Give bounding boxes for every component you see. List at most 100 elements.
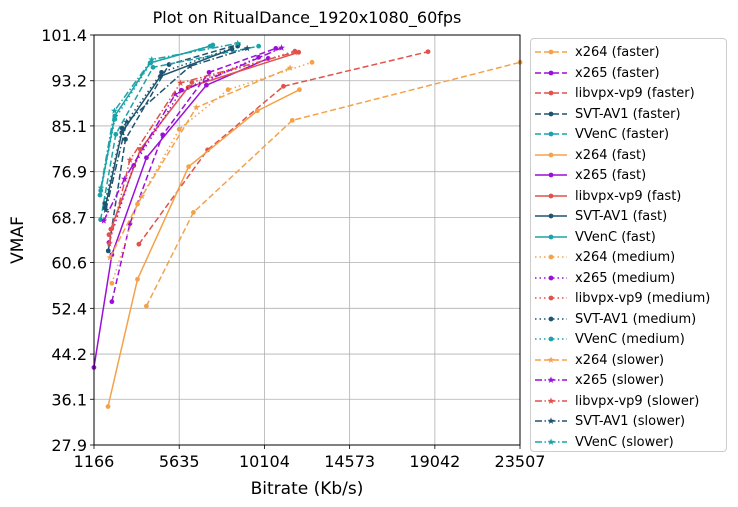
data-point xyxy=(100,217,108,224)
legend-swatch xyxy=(535,131,567,137)
series-vvenc-medium xyxy=(97,42,216,198)
legend-marker xyxy=(548,172,554,178)
legend-marker xyxy=(548,70,554,75)
x-tick-label: 5635 xyxy=(159,452,200,471)
series-libvpx-vp9-slower xyxy=(105,48,299,247)
data-point xyxy=(177,79,184,86)
x-axis-label: Bitrate (Kb/s) xyxy=(251,479,364,499)
series-line xyxy=(110,51,299,230)
data-point xyxy=(225,87,231,93)
legend-marker xyxy=(548,131,554,137)
legend-marker xyxy=(548,336,554,342)
series-libvpx-vp9-faster xyxy=(136,49,431,247)
legend-label: VVenC (fast) xyxy=(575,229,656,245)
data-point xyxy=(97,184,105,191)
legend-item: libvpx-vp9 (slower) xyxy=(531,391,726,411)
legend-swatch xyxy=(535,275,567,280)
legend-label: x264 (fast) xyxy=(575,147,647,163)
legend-swatch xyxy=(535,49,567,55)
series-line xyxy=(105,47,248,211)
legend-marker xyxy=(548,152,554,157)
legend-marker xyxy=(548,111,554,116)
series-svt-av1-fast xyxy=(102,46,235,211)
legend-label: x264 (medium) xyxy=(575,250,676,265)
legend-item: x265 (medium) xyxy=(531,268,726,288)
legend-item: libvpx-vp9 (faster) xyxy=(531,83,726,103)
series-line xyxy=(100,42,238,188)
legend-marker xyxy=(548,275,554,280)
legend-label: x265 (medium) xyxy=(575,270,676,286)
legend-swatch xyxy=(535,111,567,116)
legend-marker xyxy=(548,213,554,219)
data-point xyxy=(286,64,294,71)
series-x265-medium xyxy=(106,54,262,245)
data-point xyxy=(136,241,142,247)
data-point xyxy=(291,48,299,56)
legend-item: SVT-AV1 (fast) xyxy=(531,206,726,226)
data-point xyxy=(171,90,179,98)
y-axis-label: VMAF xyxy=(8,216,28,264)
legend-item: x264 (medium) xyxy=(531,247,726,267)
legend-swatch xyxy=(535,355,567,363)
data-point xyxy=(143,303,149,309)
y-tick-label: 68.7 xyxy=(51,208,87,227)
data-point xyxy=(210,42,216,48)
series-line xyxy=(108,51,296,244)
x-tick-label: 1166 xyxy=(74,452,115,471)
data-point xyxy=(106,253,114,261)
legend-marker xyxy=(548,49,554,55)
data-point xyxy=(159,69,164,75)
data-point xyxy=(256,43,262,49)
data-point xyxy=(126,156,134,163)
legend-label: VVenC (faster) xyxy=(575,127,670,142)
legend-label: x265 (fast) xyxy=(575,168,647,183)
series-x264-medium xyxy=(109,59,315,286)
legend-swatch xyxy=(535,213,567,219)
data-point xyxy=(109,280,115,286)
legend-label: x265 (faster) xyxy=(575,65,660,81)
legend-marker xyxy=(547,437,555,445)
series-line xyxy=(108,56,259,243)
legend-label: libvpx-vp9 (medium) xyxy=(575,291,711,306)
data-point xyxy=(138,192,146,200)
x-tick-label: 19042 xyxy=(409,452,460,471)
legend-marker xyxy=(548,234,554,239)
series-line xyxy=(145,61,521,307)
legend-item: x265 (slower) xyxy=(531,370,726,390)
data-point xyxy=(150,64,156,70)
legend-label: SVT-AV1 (faster) xyxy=(575,106,681,122)
legend-marker xyxy=(547,355,555,363)
legend-swatch xyxy=(535,90,567,96)
x-tick-label: 23507 xyxy=(495,452,546,471)
legend-swatch xyxy=(535,295,567,301)
series-line xyxy=(109,67,291,258)
legend-label: VVenC (slower) xyxy=(575,434,674,450)
legend-marker xyxy=(548,295,554,301)
series-line xyxy=(93,57,269,368)
legend-marker xyxy=(547,396,555,404)
y-tick-label: 36.1 xyxy=(51,390,87,409)
legend-swatch xyxy=(535,437,567,445)
y-tick-label: 44.2 xyxy=(51,345,87,364)
legend-item: x264 (slower) xyxy=(531,350,726,370)
legend-item: VVenC (faster) xyxy=(531,124,726,144)
data-point xyxy=(135,201,140,207)
legend-label: libvpx-vp9 (faster) xyxy=(575,86,695,101)
y-tick-label: 93.2 xyxy=(51,72,87,91)
legend-label: x264 (faster) xyxy=(575,45,660,60)
data-point xyxy=(148,55,156,63)
data-point xyxy=(192,103,200,111)
y-tick-label: 52.4 xyxy=(51,299,87,318)
series-line xyxy=(108,50,296,235)
series-line xyxy=(138,51,429,245)
legend-item: x265 (faster) xyxy=(531,63,726,83)
legend-label: SVT-AV1 (slower) xyxy=(575,414,686,429)
data-point xyxy=(105,404,111,409)
plot-frame xyxy=(93,34,521,446)
data-point xyxy=(110,107,118,114)
series-vvenc-faster xyxy=(98,43,262,223)
legend-item: x264 (fast) xyxy=(531,145,726,165)
data-point xyxy=(191,209,196,215)
